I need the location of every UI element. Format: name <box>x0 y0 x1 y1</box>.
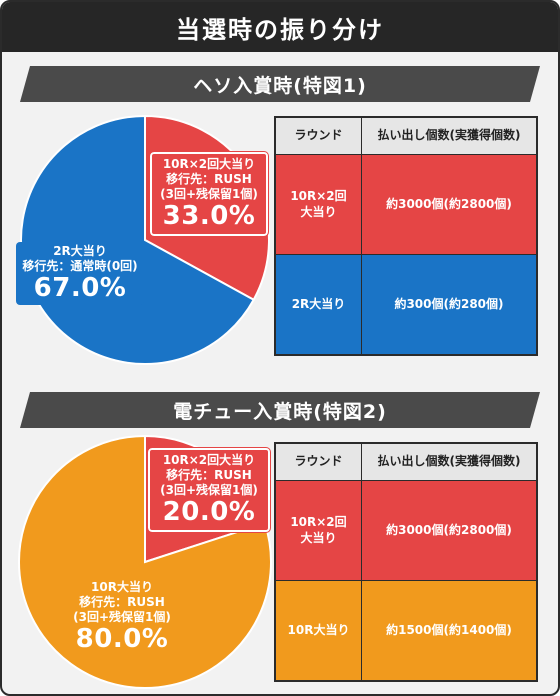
pie-2-orange-line-1: 10R大当り <box>91 580 153 594</box>
section-title-1: ヘソ入賞時(特図1) <box>20 66 540 102</box>
pie-1-red-line-2: 移行先：RUSH <box>166 172 252 186</box>
pie-2-callout-red: 10R×2回大当り 移行先：RUSH (3回+残保留1個) 20.0% <box>147 447 271 533</box>
section-title-2: 電チュー入賞時(特図2) <box>20 392 540 428</box>
table-2-row-2-payout: 約1500個(約1400個) <box>362 581 536 680</box>
pie-2-orange-percent: 80.0% <box>75 624 169 654</box>
pie-1-red-line-3: (3回+残保留1個) <box>160 187 258 201</box>
pie-2-red-percent: 20.0% <box>162 497 256 527</box>
pie-1-blue-percent: 67.0% <box>33 273 127 303</box>
pie-2-red-line-3: (3回+残保留1個) <box>160 483 258 497</box>
table-1-header-round: ラウンド <box>276 118 362 154</box>
table-1-row-1-payout: 約3000個(約2800個) <box>362 155 536 254</box>
table-2-row-1-payout: 約3000個(約2800個) <box>362 481 536 580</box>
table-1-header-row: ラウンド 払い出し個数(実獲得個数) <box>276 118 536 154</box>
pie-1-callout-red: 10R×2回大当り 移行先：RUSH (3回+残保留1個) 33.0% <box>149 151 269 237</box>
table-row: 10R大当り 約1500個(約1400個) <box>276 580 536 680</box>
table-row: 10R×2回 大当り 約3000個(約2800個) <box>276 480 536 580</box>
table-row: 10R×2回 大当り 約3000個(約2800個) <box>276 154 536 254</box>
table-1-row-2-payout: 約300個(約280個) <box>362 255 536 354</box>
pie-1-red-percent: 33.0% <box>162 201 256 231</box>
table-2-row-2-round: 10R大当り <box>276 581 362 680</box>
main-title: 当選時の振り分け <box>2 2 558 52</box>
pie-2-red-line-1: 10R×2回大当り <box>162 453 256 467</box>
pie-1-blue-line-1: 2R大当り <box>53 244 107 258</box>
pie-2-orange-line-3: (3回+残保留1個) <box>73 610 171 624</box>
pie-1-red-line-1: 10R×2回大当り <box>162 157 256 171</box>
table-1-row-2-round: 2R大当り <box>276 255 362 354</box>
pie-1-blue-line-2: 移行先：通常時(0回) <box>22 259 138 273</box>
table-row: 2R大当り 約300個(約280個) <box>276 254 536 354</box>
payout-table-1: ラウンド 払い出し個数(実獲得個数) 10R×2回 大当り 約3000個(約28… <box>274 116 538 356</box>
table-2-row-1-round: 10R×2回 大当り <box>276 481 362 580</box>
payout-table-2: ラウンド 払い出し個数(実獲得個数) 10R×2回 大当り 約3000個(約28… <box>274 442 538 682</box>
pie-1-callout-blue: 2R大当り 移行先：通常時(0回) 67.0% <box>16 242 144 305</box>
pie-2-slice-2 <box>18 434 272 689</box>
table-1-header-payout: 払い出し個数(実獲得個数) <box>362 118 536 154</box>
pie-2-orange-line-2: 移行先：RUSH <box>79 595 165 609</box>
pie-2-red-line-2: 移行先：RUSH <box>166 468 252 482</box>
table-2-header-row: ラウンド 払い出し個数(実獲得個数) <box>276 444 536 480</box>
table-1-row-1-round: 10R×2回 大当り <box>276 155 362 254</box>
table-2-header-payout: 払い出し個数(実獲得個数) <box>362 444 536 480</box>
pie-2-callout-orange: 10R大当り 移行先：RUSH (3回+残保留1個) 80.0% <box>58 580 186 654</box>
table-2-header-round: ラウンド <box>276 444 362 480</box>
